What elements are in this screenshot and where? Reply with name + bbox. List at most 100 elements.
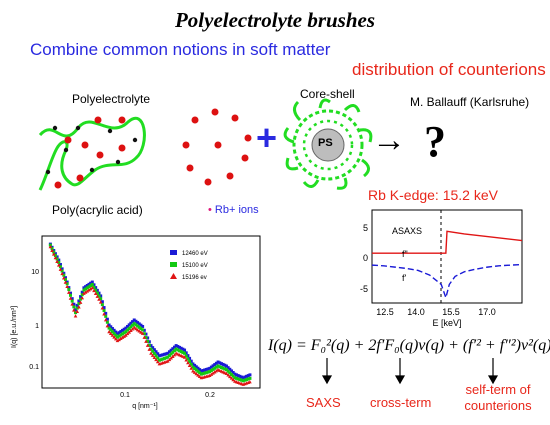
saxs-point-2 <box>150 353 155 357</box>
saxs-chart: I(q) [e.u./nm³] q [nm⁻¹] 10 1 0.1 0.1 0.… <box>11 235 261 410</box>
saxs-point-2 <box>73 314 78 318</box>
saxs-point-2 <box>117 337 121 342</box>
saxs-point-0 <box>60 267 64 271</box>
saxs-point-2 <box>134 326 138 331</box>
saxs-ytick-0.1: 0.1 <box>29 364 39 371</box>
saxs-point-1 <box>119 333 123 337</box>
paa-label: Poly(acrylic acid) <box>52 203 143 217</box>
saxs-point-0 <box>146 336 150 340</box>
saxs-point-2 <box>139 330 143 334</box>
term-saxs: SAXS <box>306 395 341 410</box>
saxs-point-0 <box>107 323 111 327</box>
saxs-point-1 <box>186 357 190 361</box>
saxs-point-0 <box>89 281 93 285</box>
saxs-point-1 <box>99 297 103 301</box>
saxs-point-1 <box>107 326 111 330</box>
saxs-point-0 <box>142 328 146 332</box>
saxs-point-0 <box>219 362 223 366</box>
saxs-point-0 <box>52 248 56 252</box>
asaxs-xtick-14.0: 14.0 <box>407 307 425 317</box>
saxs-point-1 <box>69 293 73 297</box>
saxs-point-1 <box>203 371 207 375</box>
polymer-chain <box>38 116 146 191</box>
saxs-point-2 <box>102 312 106 316</box>
saxs-point-0 <box>139 323 143 327</box>
asaxs-ytick-m5: -5 <box>360 284 368 294</box>
saxs-point-1 <box>79 297 83 301</box>
saxs-point-1 <box>142 332 146 336</box>
saxs-point-1 <box>201 372 205 376</box>
saxs-point-0 <box>75 303 79 307</box>
saxs-point-0 <box>231 371 235 375</box>
saxs-point-1 <box>139 327 143 331</box>
saxs-point-2 <box>56 263 61 267</box>
ion-label: Rb+ ions <box>214 204 259 216</box>
saxs-point-2 <box>214 369 219 373</box>
saxs-point-1 <box>131 323 135 327</box>
saxs-point-2 <box>88 287 93 291</box>
saxs-point-1 <box>72 305 76 309</box>
saxs-point-1 <box>221 366 225 370</box>
saxs-point-1 <box>151 349 155 353</box>
saxs-point-1 <box>219 365 223 369</box>
saxs-point-0 <box>223 363 227 367</box>
saxs-point-2 <box>155 360 160 364</box>
saxs-point-0 <box>199 369 203 373</box>
saxs-point-0 <box>122 327 126 331</box>
free-ions <box>182 108 252 186</box>
saxs-point-1 <box>110 330 114 334</box>
saxs-point-1 <box>208 370 212 374</box>
saxs-point-1 <box>146 339 150 343</box>
saxs-point-0 <box>166 351 170 355</box>
saxs-point-1 <box>189 362 193 366</box>
core-label: PS <box>318 137 333 149</box>
saxs-ytick-10: 10 <box>31 269 39 276</box>
saxs-point-1 <box>126 328 130 332</box>
saxs-point-0 <box>134 319 138 323</box>
saxs-point-1 <box>154 354 158 358</box>
saxs-point-1 <box>216 364 220 368</box>
asaxs-xtick-17.0: 17.0 <box>478 307 496 317</box>
saxs-point-2 <box>107 329 111 334</box>
saxs-point-0 <box>246 374 250 378</box>
saxs-point-1 <box>122 331 126 335</box>
term-self-line2: counterions <box>464 398 532 413</box>
saxs-point-1 <box>120 332 124 336</box>
right-arrow-icon: → <box>372 122 406 159</box>
saxs-point-1 <box>246 377 250 381</box>
saxs-point-2 <box>97 297 101 301</box>
saxs-point-0 <box>235 373 239 377</box>
saxs-point-0 <box>213 363 217 367</box>
saxs-point-2 <box>211 371 215 375</box>
saxs-point-1 <box>74 311 78 315</box>
saxs-point-1 <box>206 370 210 374</box>
saxs-point-0 <box>124 326 128 330</box>
saxs-xtick-0.1: 0.1 <box>120 392 130 399</box>
saxs-point-1 <box>241 379 245 383</box>
saxs-point-0 <box>90 280 94 284</box>
saxs-point-1 <box>124 330 128 334</box>
saxs-point-1 <box>229 373 233 377</box>
saxs-point-2 <box>228 374 232 379</box>
saxs-point-1 <box>171 350 175 354</box>
saxs-point-1 <box>179 350 183 354</box>
saxs-point-0 <box>102 306 106 310</box>
saxs-point-0 <box>211 364 215 368</box>
saxs-point-0 <box>188 356 192 360</box>
saxs-point-0 <box>55 255 59 259</box>
saxs-point-0 <box>79 295 83 299</box>
saxs-point-0 <box>208 366 212 370</box>
saxs-point-0 <box>141 324 145 328</box>
saxs-point-1 <box>70 299 74 303</box>
saxs-point-0 <box>72 302 76 306</box>
saxs-point-2 <box>135 328 140 332</box>
saxs-xtick-0.2: 0.2 <box>205 392 215 399</box>
saxs-point-0 <box>156 352 160 356</box>
saxs-point-0 <box>159 353 163 357</box>
saxs-point-0 <box>193 363 197 367</box>
saxs-point-2 <box>248 380 252 384</box>
saxs-point-0 <box>77 299 81 303</box>
saxs-point-1 <box>112 332 116 336</box>
saxs-point-0 <box>127 323 131 327</box>
chain-counterions <box>54 116 126 189</box>
